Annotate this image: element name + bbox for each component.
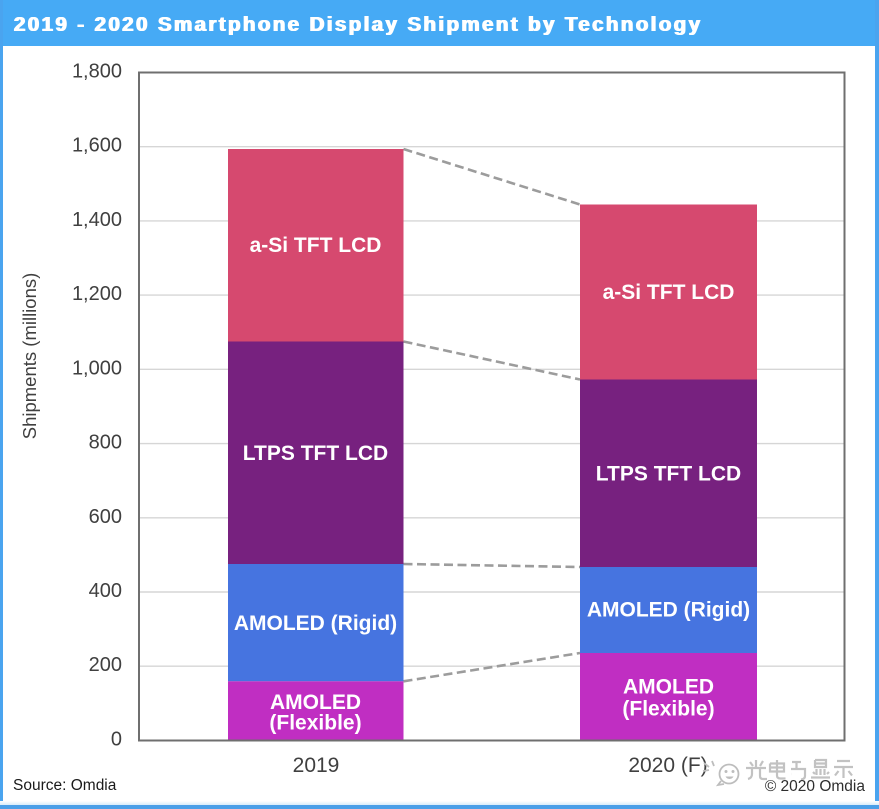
svg-text:1,200: 1,200 bbox=[72, 283, 122, 305]
svg-text:a-Si TFT LCD: a-Si TFT LCD bbox=[250, 234, 382, 257]
svg-text:Shipments (millions): Shipments (millions) bbox=[19, 273, 40, 440]
svg-text:(Flexible): (Flexible) bbox=[622, 698, 714, 721]
svg-text:(Flexible): (Flexible) bbox=[269, 712, 361, 735]
svg-text:AMOLED: AMOLED bbox=[270, 691, 361, 714]
svg-text:1,600: 1,600 bbox=[72, 135, 122, 157]
svg-text:2020 (F): 2020 (F) bbox=[628, 754, 707, 777]
svg-text:2019: 2019 bbox=[293, 754, 340, 777]
svg-text:800: 800 bbox=[89, 432, 122, 454]
svg-text:1,400: 1,400 bbox=[72, 209, 122, 231]
svg-text:200: 200 bbox=[89, 654, 122, 676]
svg-text:600: 600 bbox=[89, 506, 122, 528]
svg-text:a-Si TFT LCD: a-Si TFT LCD bbox=[603, 281, 735, 304]
svg-text:AMOLED (Rigid): AMOLED (Rigid) bbox=[587, 599, 750, 622]
svg-text:LTPS TFT LCD: LTPS TFT LCD bbox=[243, 442, 388, 465]
svg-text:AMOLED: AMOLED bbox=[623, 676, 714, 699]
svg-text:400: 400 bbox=[89, 580, 122, 602]
svg-text:0: 0 bbox=[111, 729, 122, 751]
svg-text:1,800: 1,800 bbox=[72, 61, 122, 83]
svg-text:1,000: 1,000 bbox=[72, 357, 122, 379]
svg-text:LTPS TFT LCD: LTPS TFT LCD bbox=[596, 463, 741, 486]
svg-text:AMOLED (Rigid): AMOLED (Rigid) bbox=[234, 612, 397, 635]
